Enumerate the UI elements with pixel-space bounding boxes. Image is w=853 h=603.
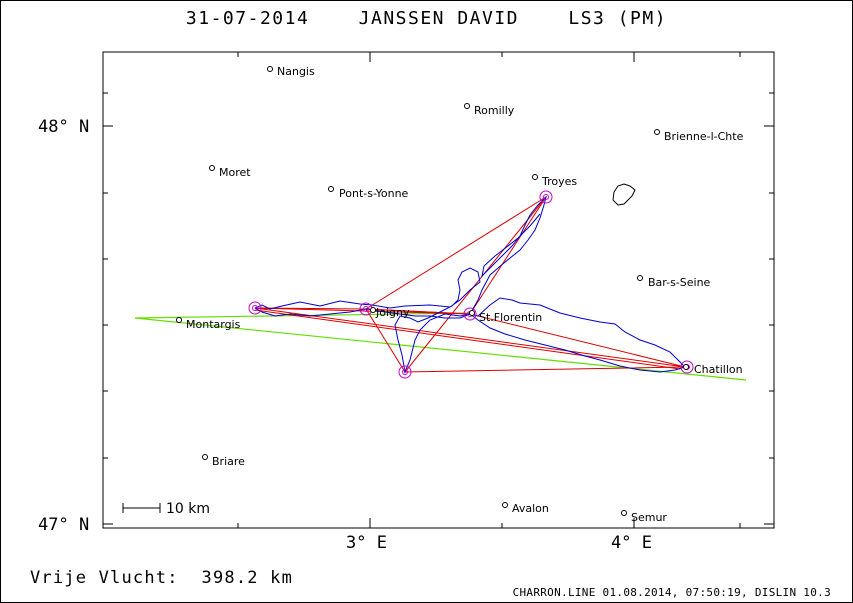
town-markers bbox=[176, 66, 689, 516]
chart-title: 31-07-2014 JANSSEN DAVID LS3 (PM) bbox=[185, 8, 668, 29]
town-label-st-florentin: St.Florentin bbox=[479, 311, 542, 324]
town-label-joigny: Joigny bbox=[375, 306, 410, 319]
scale-bar bbox=[122, 503, 161, 513]
lake-outline bbox=[612, 183, 636, 206]
town-labels: Nangis Romilly Brienne-l-Chte Moret Troy… bbox=[186, 65, 744, 524]
turnpoint-markers bbox=[248, 190, 694, 379]
scale-bar-label: 10 km bbox=[166, 501, 210, 517]
lat-label-47: 47° N bbox=[38, 515, 89, 535]
free-flight-distance: Vrije Vlucht: 398.2 km bbox=[30, 568, 294, 588]
map-frame bbox=[102, 51, 775, 529]
town-label-nangis: Nangis bbox=[277, 65, 315, 78]
lon-label-3: 3° E bbox=[346, 533, 387, 553]
lon-label-4: 4° E bbox=[611, 533, 652, 553]
map-ticks bbox=[103, 52, 774, 528]
town-label-troyes: Troyes bbox=[541, 175, 577, 188]
town-label-brienne: Brienne-l-Chte bbox=[664, 130, 744, 143]
town-label-bar-s-seine: Bar-s-Seine bbox=[648, 276, 711, 289]
town-label-pont-s-yonne: Pont-s-Yonne bbox=[339, 187, 409, 200]
town-label-romilly: Romilly bbox=[474, 104, 515, 117]
task-lines bbox=[254, 196, 686, 373]
town-label-briare: Briare bbox=[212, 455, 245, 468]
town-label-moret: Moret bbox=[219, 166, 251, 179]
town-label-avalon: Avalon bbox=[512, 502, 549, 515]
town-label-montargis: Montargis bbox=[186, 318, 241, 331]
town-label-semur: Semur bbox=[631, 511, 667, 524]
lat-label-48: 48° N bbox=[38, 117, 89, 137]
generator-credit: CHARRON.LINE 01.08.2014, 07:50:19, DISLI… bbox=[512, 586, 831, 599]
town-label-chatillon: Chatillon bbox=[694, 363, 743, 376]
flight-track bbox=[254, 195, 686, 374]
